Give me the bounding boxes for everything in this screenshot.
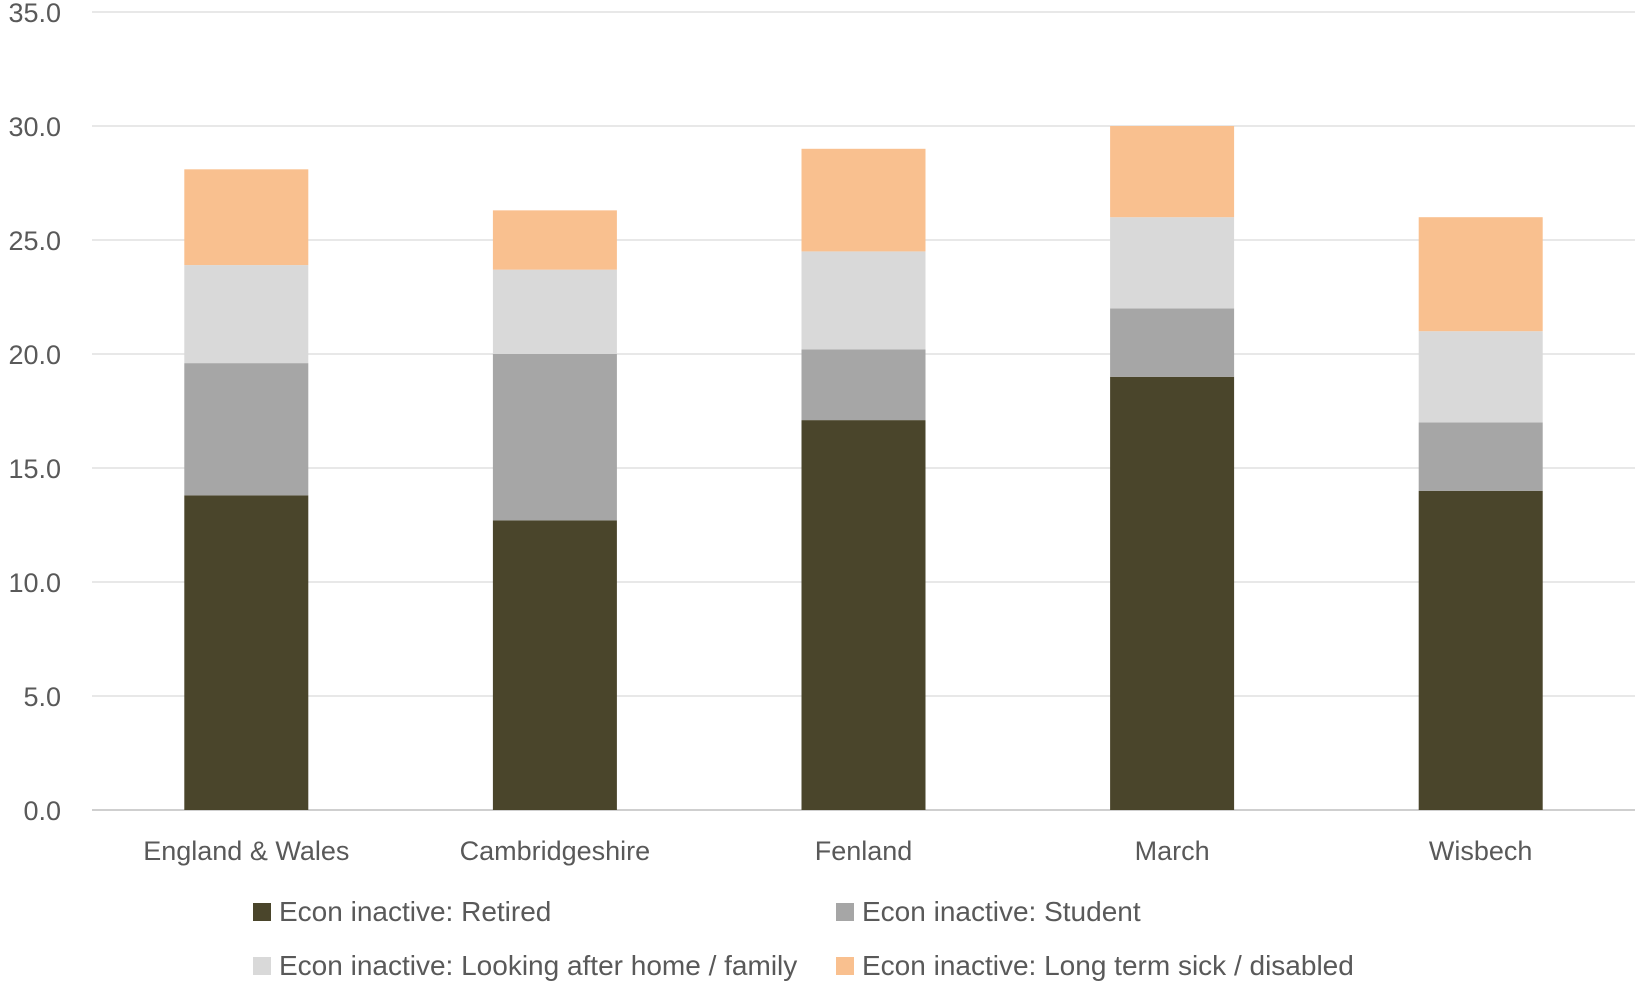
y-tick-label: 5.0 (23, 682, 61, 712)
bar-segment (1418, 422, 1543, 491)
x-category-label: Cambridgeshire (460, 836, 651, 866)
bar-segment (492, 269, 617, 354)
y-axis-tick-labels: 0.0 5.0 10.0 15.0 20.0 25.0 30.0 35.0 (8, 0, 61, 826)
bar-segment (184, 265, 309, 364)
bar-segment (492, 210, 617, 270)
x-category-label: Wisbech (1429, 836, 1533, 866)
x-axis-category-labels: England & Wales Cambridgeshire Fenland Marc… (143, 836, 1532, 866)
bar-segment (801, 349, 926, 421)
y-tick-label: 35.0 (8, 0, 61, 28)
y-tick-label: 20.0 (8, 340, 61, 370)
bar-segment (1418, 217, 1543, 332)
y-tick-label: 15.0 (8, 454, 61, 484)
bar-segment (1110, 376, 1235, 810)
bar-segment (184, 363, 309, 496)
x-category-label: England & Wales (143, 836, 349, 866)
y-tick-label: 0.0 (23, 796, 61, 826)
y-tick-label: 30.0 (8, 112, 61, 142)
bar-segment (1418, 331, 1543, 423)
x-category-label: Fenland (815, 836, 913, 866)
y-tick-label: 10.0 (8, 568, 61, 598)
bar-segment (801, 420, 926, 810)
bar-segment (1110, 308, 1235, 377)
bar-segment (184, 169, 309, 266)
bar-segment (1418, 490, 1543, 810)
bars (184, 126, 1543, 810)
bar-segment (1110, 126, 1235, 218)
bar-segment (801, 251, 926, 350)
bar-segment (492, 354, 617, 521)
bar-segment (1110, 217, 1235, 309)
bar-segment (184, 495, 309, 810)
bar-segment (801, 148, 926, 252)
x-category-label: March (1135, 836, 1210, 866)
bar-segment (492, 520, 617, 810)
y-tick-label: 25.0 (8, 226, 61, 256)
